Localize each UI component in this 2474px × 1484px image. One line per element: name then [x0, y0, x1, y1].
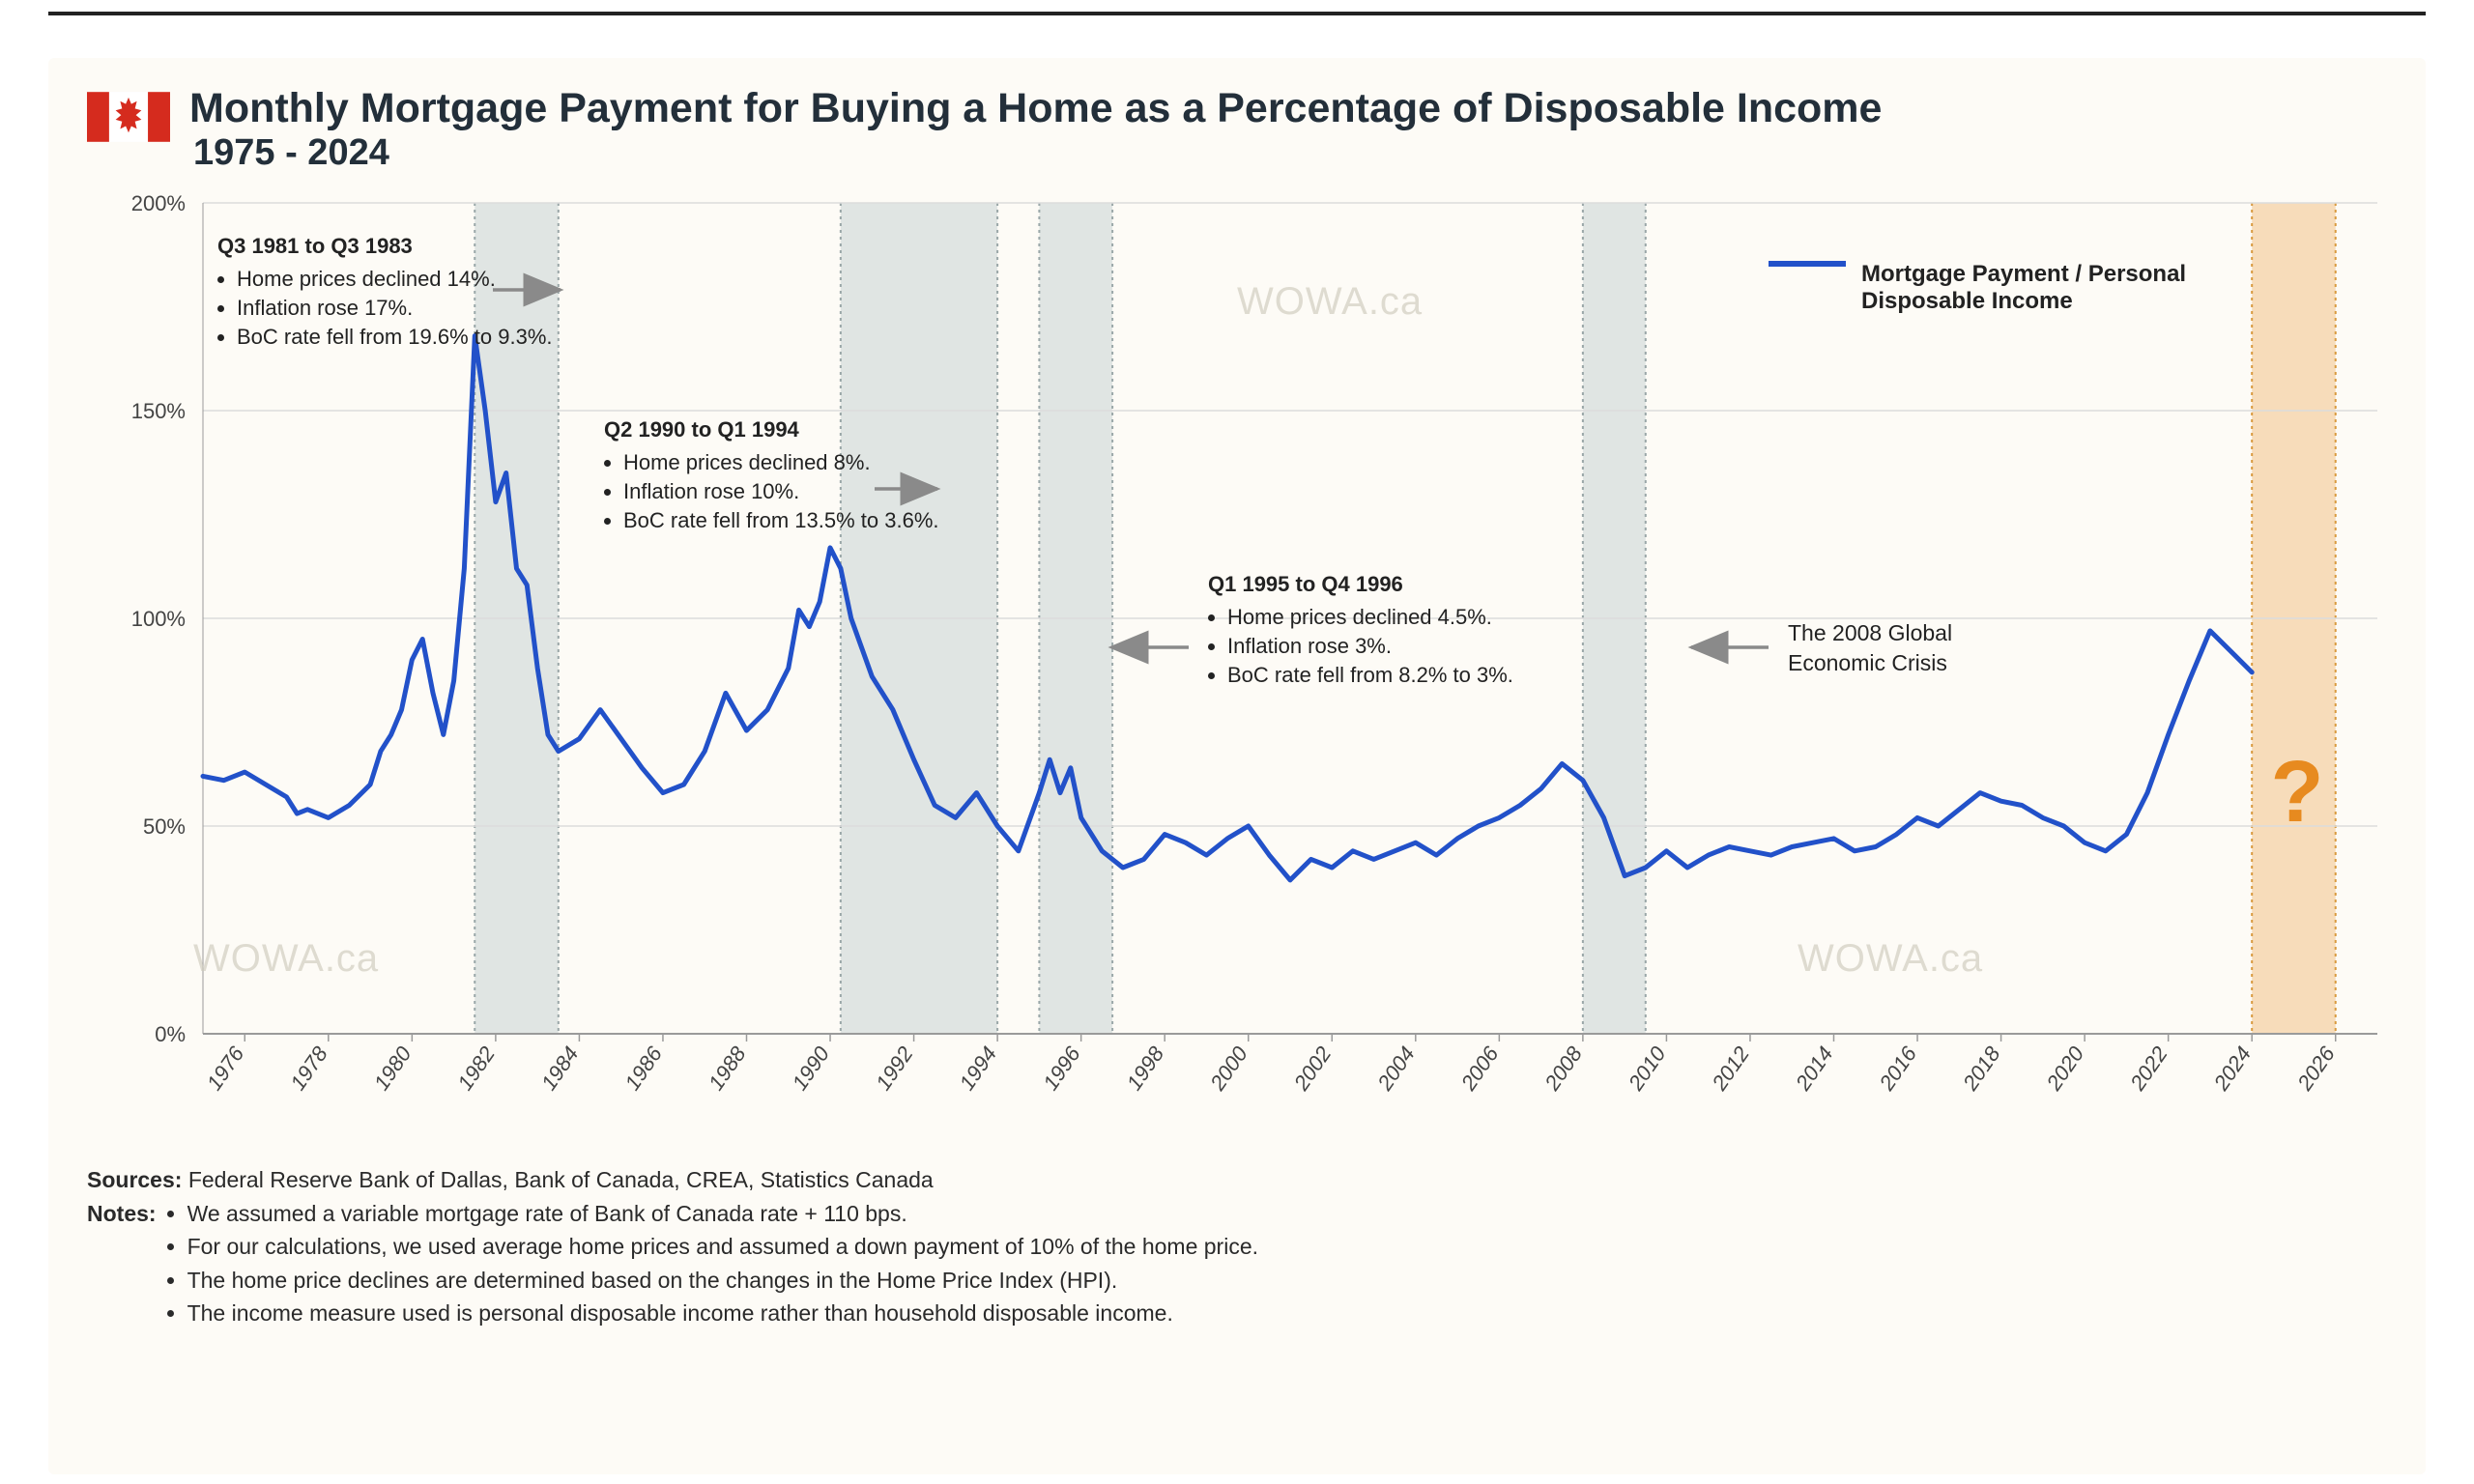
- annotation-box: Q2 1990 to Q1 1994 Home prices declined 8…: [604, 415, 939, 534]
- annotation-bullet: Home prices declined 4.5%.: [1227, 603, 1513, 632]
- watermark: WOWA.ca: [193, 937, 379, 981]
- svg-text:1982: 1982: [452, 1042, 500, 1095]
- sources-text: Federal Reserve Bank of Dallas, Bank of …: [188, 1167, 934, 1192]
- svg-text:1998: 1998: [1122, 1042, 1169, 1095]
- question-mark-icon: ?: [2270, 743, 2323, 842]
- annotation-bullet: BoC rate fell from 19.6% to 9.3%.: [237, 323, 553, 352]
- notes-list: We assumed a variable mortgage rate of B…: [164, 1197, 1258, 1330]
- watermark: WOWA.ca: [1798, 937, 1983, 981]
- svg-text:1994: 1994: [955, 1042, 1002, 1095]
- svg-text:2026: 2026: [2292, 1042, 2341, 1096]
- annotation-bullets: Home prices declined 8%.Inflation rose 1…: [623, 448, 939, 534]
- svg-text:1978: 1978: [285, 1042, 332, 1095]
- svg-text:2000: 2000: [1205, 1042, 1253, 1096]
- note-item: We assumed a variable mortgage rate of B…: [187, 1197, 1258, 1231]
- legend-swatch: [1769, 261, 1846, 267]
- annotation-line: The 2008 Global: [1788, 618, 1952, 648]
- svg-text:1992: 1992: [871, 1042, 918, 1095]
- annotation-2008-crisis: The 2008 GlobalEconomic Crisis: [1788, 618, 1952, 678]
- svg-text:50%: 50%: [143, 814, 186, 839]
- svg-text:2006: 2006: [1455, 1042, 1504, 1096]
- svg-text:1980: 1980: [369, 1042, 417, 1095]
- annotation-box: Q1 1995 to Q4 1996 Home prices declined 4…: [1208, 570, 1513, 689]
- svg-text:150%: 150%: [131, 399, 186, 423]
- annotation-bullet: Inflation rose 17%.: [237, 294, 553, 323]
- page-top-rule: [48, 12, 2426, 15]
- note-item: The income measure used is personal disp…: [187, 1297, 1258, 1330]
- svg-text:2012: 2012: [1707, 1042, 1754, 1096]
- annotation-bullets: Home prices declined 4.5%.Inflation rose…: [1227, 603, 1513, 689]
- annotation-title: Q2 1990 to Q1 1994: [604, 415, 939, 444]
- svg-text:2002: 2002: [1288, 1042, 1336, 1096]
- svg-text:2004: 2004: [1372, 1042, 1420, 1096]
- sources-label: Sources:: [87, 1167, 182, 1192]
- annotation-title: Q3 1981 to Q3 1983: [217, 232, 553, 261]
- svg-text:1984: 1984: [536, 1042, 584, 1095]
- annotation-bullets: Home prices declined 14%.Inflation rose …: [237, 265, 553, 351]
- svg-text:2008: 2008: [1539, 1042, 1588, 1096]
- annotation-title: Q1 1995 to Q4 1996: [1208, 570, 1513, 599]
- annotation-bullet: Home prices declined 14%.: [237, 265, 553, 294]
- annotation-bullet: BoC rate fell from 8.2% to 3%.: [1227, 661, 1513, 690]
- svg-text:1990: 1990: [788, 1042, 835, 1095]
- svg-text:2020: 2020: [2041, 1042, 2089, 1096]
- svg-text:1988: 1988: [704, 1042, 751, 1095]
- annotation-bullet: BoC rate fell from 13.5% to 3.6%.: [623, 506, 939, 535]
- annotation-bullet: Inflation rose 10%.: [623, 477, 939, 506]
- svg-text:2014: 2014: [1790, 1042, 1837, 1096]
- svg-text:2024: 2024: [2208, 1042, 2256, 1096]
- title-row: Monthly Mortgage Payment for Buying a Ho…: [87, 85, 2387, 174]
- legend-label: Mortgage Payment / Personal Disposable I…: [1861, 261, 2306, 315]
- legend: Mortgage Payment / Personal Disposable I…: [1769, 261, 2348, 315]
- watermark: WOWA.ca: [1237, 280, 1423, 324]
- chart-area: 0% 50% 100% 150% 200% 1976 1978 1980 1982 1984 198…: [87, 193, 2387, 1150]
- chart-panel: Monthly Mortgage Payment for Buying a Ho…: [48, 58, 2426, 1474]
- annotation-box: Q3 1981 to Q3 1983 Home prices declined 1…: [217, 232, 553, 351]
- annotation-bullet: Home prices declined 8%.: [623, 448, 939, 477]
- svg-text:1976: 1976: [202, 1042, 249, 1095]
- svg-text:200%: 200%: [131, 193, 186, 215]
- svg-text:2010: 2010: [1623, 1042, 1671, 1096]
- note-item: The home price declines are determined b…: [187, 1264, 1258, 1298]
- chart-subtitle: 1975 - 2024: [193, 132, 1882, 174]
- svg-text:0%: 0%: [155, 1022, 186, 1046]
- annotation-bullet: Inflation rose 3%.: [1227, 632, 1513, 661]
- svg-text:1996: 1996: [1038, 1042, 1085, 1095]
- notes-label: Notes:: [87, 1197, 157, 1231]
- svg-text:2022: 2022: [2125, 1042, 2172, 1096]
- svg-text:1986: 1986: [620, 1042, 668, 1095]
- svg-text:100%: 100%: [131, 607, 186, 631]
- canada-flag-icon: [87, 91, 170, 143]
- svg-text:2018: 2018: [1958, 1042, 2006, 1096]
- note-item: For our calculations, we used average ho…: [187, 1230, 1258, 1264]
- chart-title: Monthly Mortgage Payment for Buying a Ho…: [189, 85, 1882, 132]
- footnotes: Sources: Federal Reserve Bank of Dallas,…: [87, 1163, 2387, 1330]
- annotation-line: Economic Crisis: [1788, 648, 1952, 678]
- svg-text:2016: 2016: [1874, 1042, 1922, 1096]
